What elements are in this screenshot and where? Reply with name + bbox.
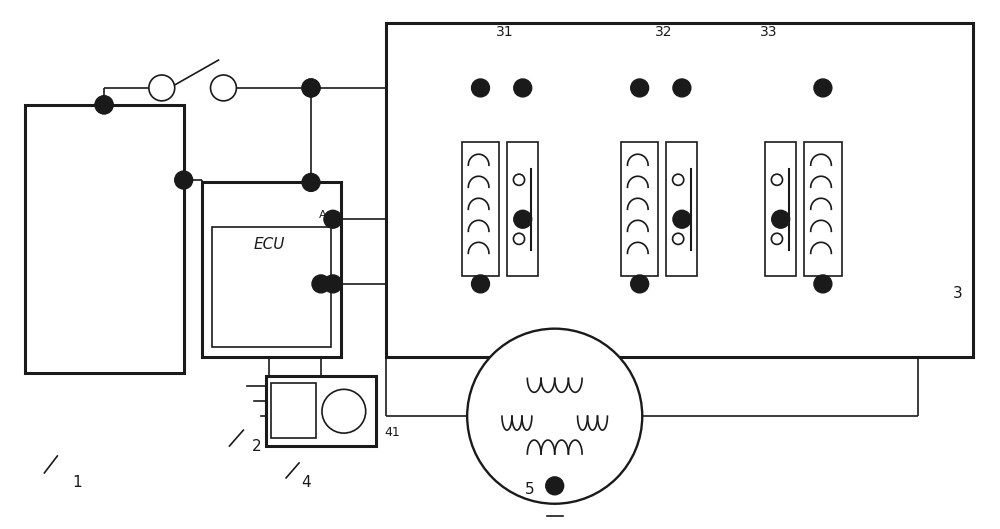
Circle shape	[95, 96, 113, 114]
Circle shape	[673, 211, 691, 228]
Circle shape	[513, 233, 525, 244]
Text: 4: 4	[301, 476, 311, 490]
Text: ECU: ECU	[254, 236, 285, 252]
Circle shape	[472, 275, 489, 293]
Circle shape	[472, 79, 489, 97]
Circle shape	[673, 79, 691, 97]
Text: 32: 32	[655, 25, 673, 39]
Circle shape	[302, 174, 320, 191]
Circle shape	[302, 79, 320, 97]
Bar	[462, 142, 499, 277]
Text: 41: 41	[385, 426, 400, 439]
Circle shape	[772, 211, 790, 228]
Bar	[621, 142, 658, 277]
Circle shape	[211, 75, 236, 101]
Circle shape	[95, 96, 113, 114]
Circle shape	[324, 275, 342, 293]
Circle shape	[771, 233, 783, 244]
Circle shape	[175, 171, 193, 189]
Text: 31: 31	[496, 25, 514, 39]
Bar	[25, 105, 184, 373]
Circle shape	[546, 477, 564, 495]
Text: 33: 33	[760, 25, 777, 39]
Circle shape	[814, 275, 832, 293]
Text: 2: 2	[251, 439, 261, 453]
Bar	[386, 23, 973, 357]
Bar	[202, 183, 341, 357]
Circle shape	[771, 174, 783, 185]
Circle shape	[322, 389, 366, 433]
Text: 3: 3	[953, 286, 962, 302]
Bar	[804, 142, 842, 277]
Circle shape	[324, 211, 342, 228]
Circle shape	[514, 79, 532, 97]
Circle shape	[631, 79, 649, 97]
Bar	[266, 377, 376, 446]
Bar	[212, 227, 331, 346]
Circle shape	[631, 275, 649, 293]
Circle shape	[312, 275, 330, 293]
Text: A: A	[319, 210, 327, 220]
Bar	[271, 384, 316, 438]
Text: 5: 5	[525, 482, 535, 497]
Circle shape	[513, 174, 525, 185]
Bar	[666, 142, 697, 277]
Bar	[765, 142, 796, 277]
Text: B: B	[319, 282, 327, 292]
Circle shape	[514, 211, 532, 228]
Circle shape	[814, 79, 832, 97]
Bar	[507, 142, 538, 277]
Circle shape	[467, 329, 642, 504]
Circle shape	[673, 174, 684, 185]
Text: 1: 1	[72, 476, 82, 490]
Circle shape	[149, 75, 175, 101]
Circle shape	[302, 79, 320, 97]
Circle shape	[673, 233, 684, 244]
